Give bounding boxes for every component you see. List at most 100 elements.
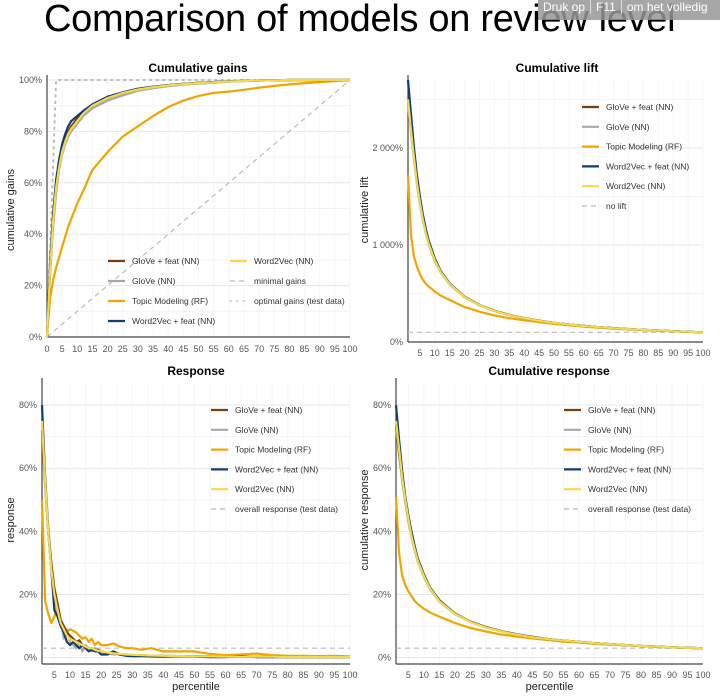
series-line-word2vec-nn [394, 420, 704, 650]
x-tick-label: 20 [460, 348, 470, 358]
legend-label-glove-feat-nn: GloVe + feat (NN) [588, 405, 655, 415]
x-tick-label: 60 [224, 344, 234, 354]
x-tick-label: 95 [330, 344, 340, 354]
y-tick-label: 60% [373, 463, 391, 473]
x-tick-label: 40 [512, 670, 522, 680]
x-tick-label: 80 [638, 348, 648, 358]
x-tick-label: 70 [609, 348, 619, 358]
legend: GloVe + feat (NN) GloVe (NN) Topic Modelin… [108, 256, 345, 326]
x-tick-label: 25 [465, 670, 475, 680]
x-tick-label: 15 [81, 670, 91, 680]
series-line-word2vec-nn [40, 420, 350, 659]
chart-title: Response [167, 364, 225, 378]
x-tick-label: 40 [158, 670, 168, 680]
x-tick-label: 90 [668, 348, 678, 358]
x-tick-label: 10 [72, 344, 82, 354]
y-tick-label: 0% [390, 337, 403, 347]
x-tick-label: 15 [445, 348, 455, 358]
legend-label-no-lift: no lift [606, 201, 627, 211]
x-tick-label: 85 [298, 670, 308, 680]
y-tick-label: 20% [24, 281, 42, 291]
y-tick-label: 20% [19, 590, 37, 600]
y-tick-label: 20% [373, 590, 391, 600]
x-tick-label: 80 [284, 344, 294, 354]
legend-label-glove-nn: GloVe (NN) [235, 425, 279, 435]
x-tick-label: 90 [315, 344, 325, 354]
x-tick-label: 55 [209, 344, 219, 354]
y-tick-label: 1 000% [372, 240, 403, 250]
x-tick-label: 65 [594, 348, 604, 358]
legend-label-topic-modeling-rf: Topic Modeling (RF) [235, 445, 311, 455]
x-tick-label: 10 [419, 670, 429, 680]
x-tick-label: 35 [504, 348, 514, 358]
x-tick-label: 65 [236, 670, 246, 680]
x-tick-label: 10 [65, 670, 75, 680]
legend-label-word2vec-nn: Word2Vec (NN) [588, 484, 648, 494]
series-line-topic-modeling-rf [45, 78, 351, 338]
legend-label-word2vec-nn: Word2Vec (NN) [235, 484, 295, 494]
x-tick-label: 50 [189, 670, 199, 680]
y-tick-label: 80% [19, 400, 37, 410]
x-tick-label: 55 [205, 670, 215, 680]
legend: GloVe + feat (NN) GloVe (NN) Topic Modelin… [582, 102, 689, 211]
x-tick-label: 60 [574, 670, 584, 680]
x-tick-label: 85 [300, 344, 310, 354]
x-tick-label: 25 [112, 670, 122, 680]
x-tick-label: 40 [519, 348, 529, 358]
x-tick-label: 75 [620, 670, 630, 680]
x-tick-label: 95 [683, 348, 693, 358]
chart-title: Cumulative lift [516, 61, 599, 75]
y-tick-label: 80% [373, 400, 391, 410]
chart-cumresponse: Cumulative response cumulative response pe… [359, 364, 711, 693]
x-tick-label: 100 [342, 670, 357, 680]
x-tick-label: 60 [221, 670, 231, 680]
x-tick-label: 65 [589, 670, 599, 680]
banner-text-press: Druk op [538, 0, 592, 14]
x-tick-label: 5 [60, 344, 65, 354]
x-tick-label: 0 [44, 344, 49, 354]
x-tick-label: 70 [254, 344, 264, 354]
fullscreen-hint-banner: Druk op F11 om het volledig [538, 0, 720, 20]
x-tick-label: 30 [133, 344, 143, 354]
y-tick-label: 60% [24, 178, 42, 188]
legend-label-minimal-gains: minimal gains [254, 276, 306, 286]
x-tick-label: 15 [434, 670, 444, 680]
legend-label-glove-nn: GloVe (NN) [588, 425, 632, 435]
y-tick-label: 60% [19, 463, 37, 473]
x-tick-label: 55 [558, 670, 568, 680]
y-tick-label: 2 000% [372, 143, 403, 153]
legend-label-word2vec-feat-nn: Word2Vec + feat (NN) [132, 316, 215, 326]
x-tick-label: 45 [178, 344, 188, 354]
x-tick-label: 75 [267, 670, 277, 680]
y-tick-label: 40% [24, 229, 42, 239]
x-tick-label: 100 [695, 670, 710, 680]
legend-label-word2vec-nn: Word2Vec (NN) [606, 181, 666, 191]
x-tick-label: 50 [193, 344, 203, 354]
x-tick-label: 75 [623, 348, 633, 358]
y-tick-label: 0% [29, 332, 42, 342]
legend-label-word2vec-feat-nn: Word2Vec + feat (NN) [235, 464, 318, 474]
x-tick-label: 90 [314, 670, 324, 680]
x-tick-label: 5 [406, 670, 411, 680]
x-tick-label: 5 [52, 670, 57, 680]
x-tick-label: 65 [239, 344, 249, 354]
y-tick-label: 40% [373, 526, 391, 536]
x-tick-label: 30 [127, 670, 137, 680]
series-line-word2vec-nn [406, 99, 704, 334]
x-tick-label: 100 [695, 348, 710, 358]
legend-label-word2vec-feat-nn: Word2Vec + feat (NN) [606, 161, 689, 171]
x-tick-label: 30 [481, 670, 491, 680]
x-tick-label: 45 [174, 670, 184, 680]
legend-label-word2vec-feat-nn: Word2Vec + feat (NN) [588, 464, 671, 474]
x-tick-label: 75 [269, 344, 279, 354]
x-tick-label: 70 [252, 670, 262, 680]
x-tick-label: 45 [534, 348, 544, 358]
x-tick-label: 35 [148, 344, 158, 354]
legend-label-glove-nn: GloVe (NN) [132, 276, 176, 286]
legend: GloVe + feat (NN) GloVe (NN) Topic Modelin… [564, 405, 691, 514]
legend-label-optimal-gains-test-data: optimal gains (test data) [254, 296, 345, 306]
legend: GloVe + feat (NN) GloVe (NN) Topic Modelin… [211, 405, 338, 514]
x-tick-label: 25 [118, 344, 128, 354]
x-tick-label: 70 [605, 670, 615, 680]
